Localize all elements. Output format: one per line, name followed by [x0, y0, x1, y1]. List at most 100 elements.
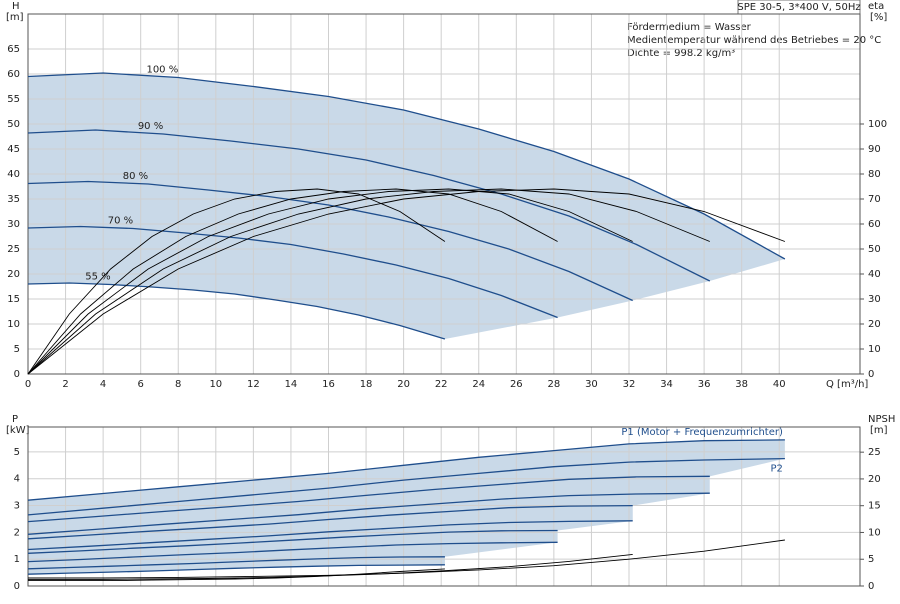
curve	[27, 504, 633, 540]
x-tick-label: 0	[25, 379, 31, 390]
curve	[27, 439, 785, 501]
y2-tick-label: 20	[868, 319, 881, 330]
y2-tick-label: 10	[868, 344, 881, 355]
y2-tick-label: 15	[868, 501, 881, 512]
y-tick-label: 50	[7, 119, 20, 130]
curve	[27, 529, 558, 554]
x-tick-label: 40	[773, 379, 786, 390]
curve	[27, 129, 711, 282]
y-axis-label: P	[12, 414, 18, 425]
y-tick-label: 4	[14, 474, 20, 485]
x-tick-label: 8	[175, 379, 181, 390]
y-tick-label: 15	[7, 294, 20, 305]
y2-axis-unit: [m]	[870, 425, 888, 436]
y-tick-label: 2	[14, 527, 20, 538]
y-tick-label: 10	[7, 319, 20, 330]
x-tick-label: 16	[322, 379, 335, 390]
secondary-curve	[27, 188, 786, 375]
x-tick-label: 18	[360, 379, 373, 390]
note: Medientemperatur während des Betriebes =…	[627, 35, 881, 46]
y-tick-label: 5	[14, 344, 20, 355]
x-axis-label: Q [m³/h]	[826, 379, 868, 390]
y2-tick-label: 10	[868, 527, 881, 538]
y-tick-label: 3	[14, 501, 20, 512]
y2-tick-label: 20	[868, 474, 881, 485]
curve	[27, 72, 786, 260]
x-tick-label: 38	[735, 379, 748, 390]
y-axis-unit: [m]	[6, 12, 24, 23]
y2-tick-label: 40	[868, 269, 881, 280]
model-label: SPE 30-5, 3*400 V, 50Hz	[737, 2, 860, 13]
operating-range	[28, 439, 785, 575]
x-tick-label: 2	[62, 379, 68, 390]
curve	[27, 556, 445, 570]
y-tick-label: 55	[7, 94, 20, 105]
x-tick-label: 12	[247, 379, 260, 390]
curve-label: 55 %	[85, 272, 110, 283]
y2-tick-label: 90	[868, 144, 881, 155]
secondary-curve	[27, 188, 710, 375]
curve-label: P1 (Motor + Frequenzumrichter)	[621, 427, 783, 438]
curve	[27, 564, 445, 575]
x-tick-label: 22	[435, 379, 448, 390]
curve	[27, 180, 633, 302]
plot-frame	[27, 426, 861, 587]
y2-axis-label: eta	[868, 1, 884, 12]
secondary-curve	[27, 188, 558, 375]
y-tick-label: 60	[7, 69, 20, 80]
y2-tick-label: 25	[868, 447, 881, 458]
secondary-curve	[27, 188, 446, 375]
curve	[27, 457, 785, 516]
y-axis-unit: [kW]	[6, 425, 30, 436]
y-tick-label: 20	[7, 269, 20, 280]
y2-axis-unit: [%]	[870, 12, 887, 23]
y-tick-label: 5	[14, 447, 20, 458]
y-tick-label: 45	[7, 144, 20, 155]
x-tick-label: 32	[623, 379, 636, 390]
y-tick-label: 30	[7, 219, 20, 230]
y2-tick-label: 50	[868, 244, 881, 255]
y2-tick-label: 30	[868, 294, 881, 305]
y2-tick-label: 0	[868, 369, 874, 380]
y2-tick-label: 5	[868, 554, 874, 565]
secondary-curve	[27, 188, 633, 375]
y-tick-label: 0	[14, 369, 20, 380]
curve	[27, 492, 710, 535]
curve	[27, 541, 558, 563]
curve-label: P2	[770, 464, 782, 475]
curve-label: 80 %	[123, 171, 148, 182]
curve	[27, 225, 558, 319]
y2-axis-label: NPSH	[868, 414, 895, 425]
x-tick-label: 24	[472, 379, 485, 390]
x-tick-label: 30	[585, 379, 598, 390]
y-tick-label: 40	[7, 169, 20, 180]
x-tick-label: 20	[397, 379, 410, 390]
y-tick-label: 1	[14, 554, 20, 565]
curve-label: 70 %	[108, 216, 133, 227]
x-tick-label: 14	[285, 379, 298, 390]
curve	[27, 475, 710, 523]
y2-tick-label: 60	[868, 219, 881, 230]
y2-tick-label: 80	[868, 169, 881, 180]
secondary-curve	[28, 568, 445, 582]
curve-label: 100 %	[146, 65, 178, 76]
x-tick-label: 34	[660, 379, 673, 390]
x-tick-label: 4	[100, 379, 106, 390]
x-tick-label: 28	[548, 379, 561, 390]
x-tick-label: 36	[698, 379, 711, 390]
y-axis-label: H	[12, 1, 20, 12]
y-tick-label: 65	[7, 44, 20, 55]
x-tick-label: 26	[510, 379, 523, 390]
curve	[27, 520, 633, 551]
y2-tick-label: 70	[868, 194, 881, 205]
x-tick-label: 10	[209, 379, 222, 390]
y-tick-label: 25	[7, 244, 20, 255]
x-tick-label: 6	[137, 379, 143, 390]
y2-tick-label: 0	[868, 581, 874, 592]
note: Dichte = 998.2 kg/m³	[627, 48, 735, 59]
y-tick-label: 35	[7, 194, 20, 205]
note: Fördermedium = Wasser	[627, 22, 752, 33]
y-tick-label: 0	[14, 581, 20, 592]
y2-tick-label: 100	[868, 119, 887, 130]
